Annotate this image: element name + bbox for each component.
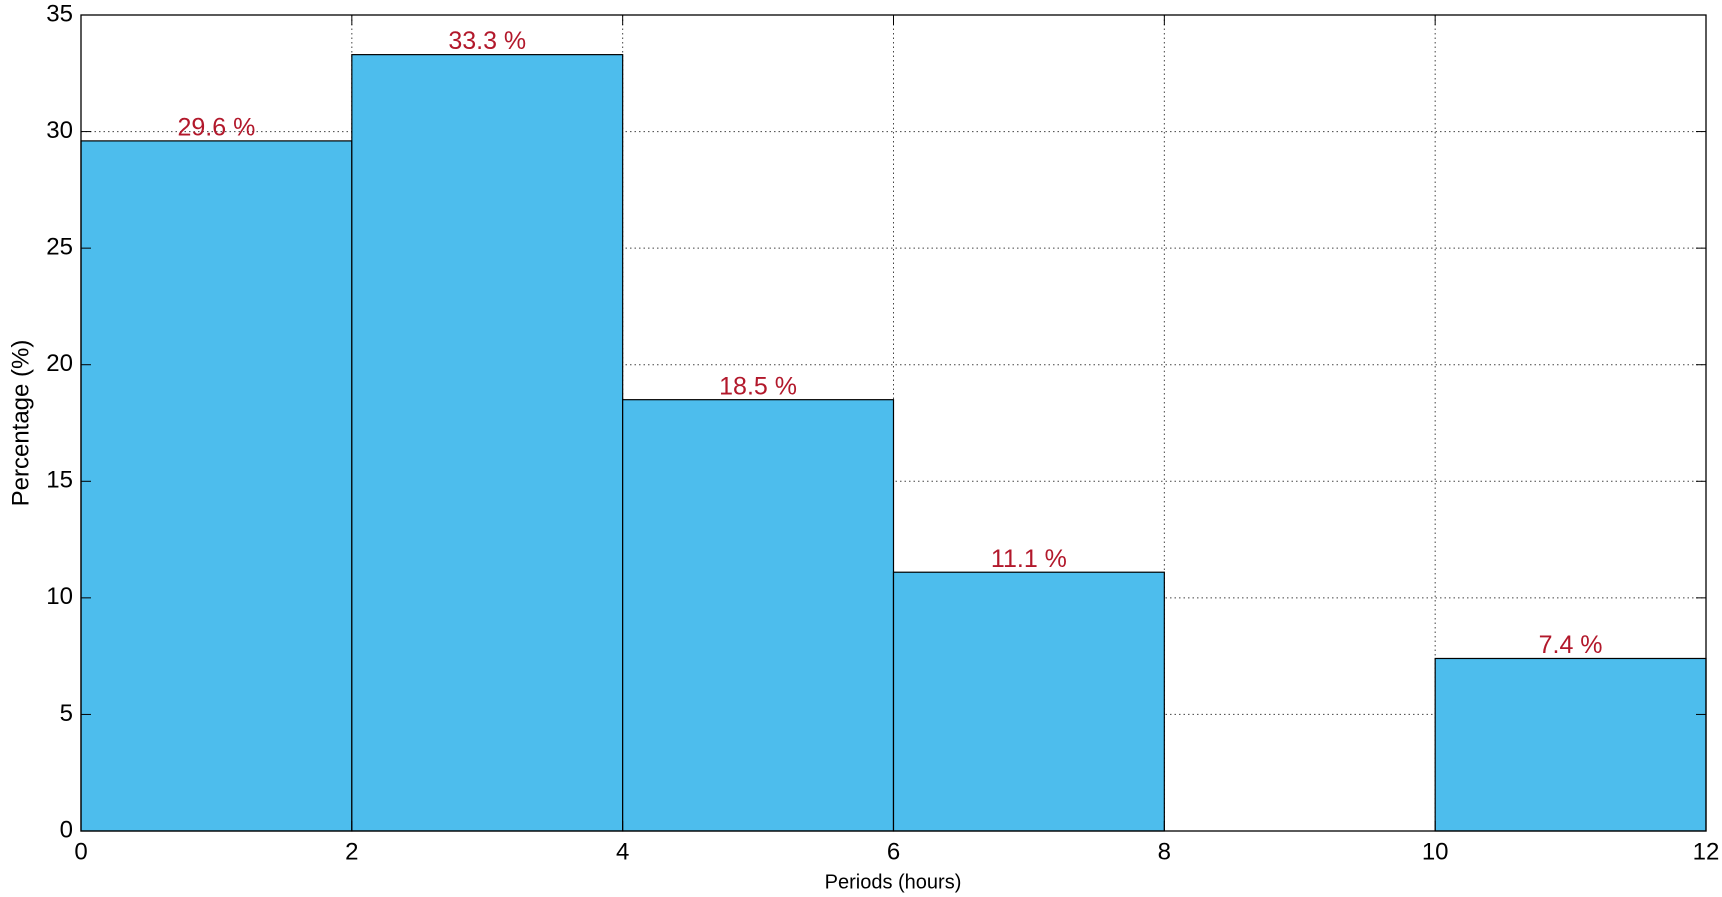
bar [622,399,895,832]
value-label: 11.1 % [991,545,1067,573]
y-axis-label: Percentage (%) [7,340,34,507]
x-axis-label: Periods (hours) [825,871,962,893]
bar [892,571,1165,832]
x-tick-label: 10 [1422,838,1449,865]
value-label: 33.3 % [448,27,526,55]
y-tick-label: 0 [60,816,73,843]
x-tick-label: 12 [1693,838,1720,865]
bar [80,140,353,832]
x-tick-label: 6 [887,838,900,865]
x-tick-label: 4 [616,838,629,865]
y-tick-label: 10 [46,583,73,610]
value-label: 18.5 % [719,372,797,400]
x-tick-label: 8 [1158,838,1171,865]
x-tick-label: 0 [74,838,87,865]
y-tick-label: 15 [46,467,73,494]
x-tick-label: 2 [345,838,358,865]
bar [1434,657,1707,832]
value-label: 7.4 % [1539,631,1603,659]
y-tick-label: 20 [46,350,73,377]
bar [351,54,624,832]
y-tick-label: 35 [46,0,73,27]
y-tick-label: 25 [46,233,73,260]
y-tick-label: 5 [60,700,73,727]
value-label: 29.6 % [177,114,255,142]
y-tick-label: 30 [46,117,73,144]
